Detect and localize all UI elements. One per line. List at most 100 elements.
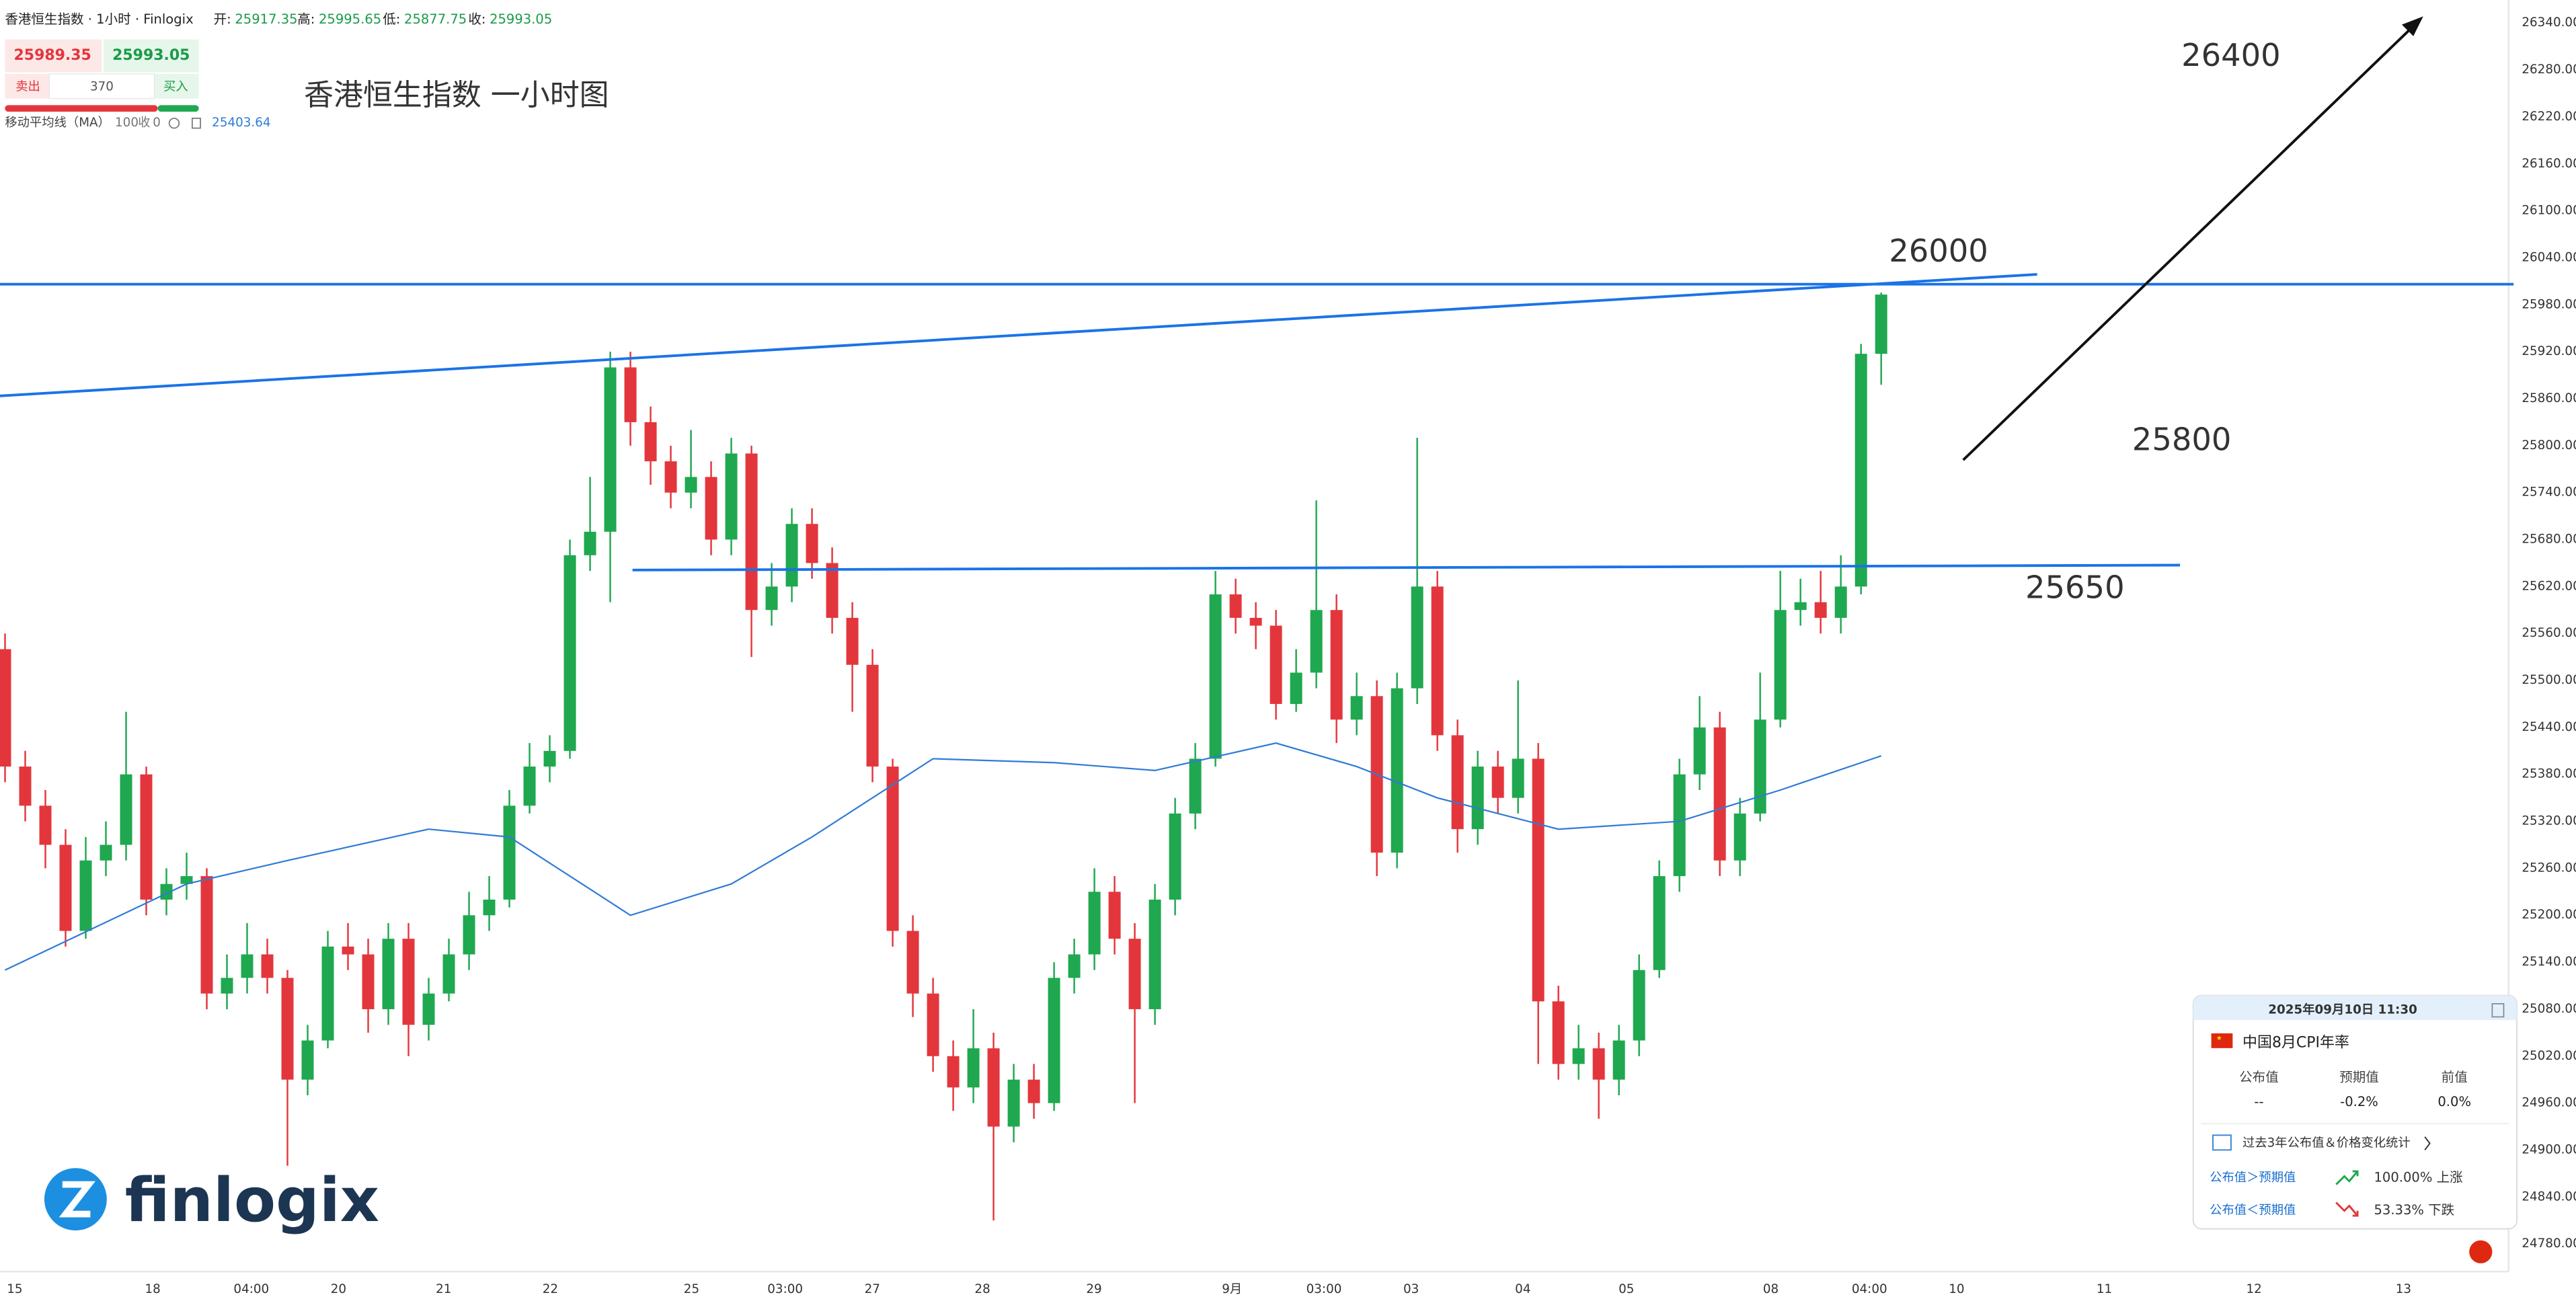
actual: -- [2254,1094,2263,1109]
candle-body [1774,610,1787,720]
buy-tag[interactable] [154,73,199,99]
candle-body [523,767,536,806]
sell-label: 卖出 [15,79,40,93]
y-tick-label: 26340.00 [2522,15,2576,30]
y-tick-label: 24840.00 [2522,1189,2576,1204]
y-tick-label: 25680.00 [2522,533,2576,547]
logo: finlogix [44,1165,379,1236]
candle-body [1169,813,1181,900]
candle-body [120,774,132,845]
candle-body [664,461,677,493]
x-tick-label: 27 [865,1282,880,1296]
candle-body [624,367,637,422]
candle-body [1673,774,1686,877]
candle-body [644,422,657,462]
candle-body [1794,602,1807,611]
candle-body [442,954,455,994]
candle-body [1875,294,1887,354]
chevron [2424,1136,2431,1150]
label: 低: [383,11,400,27]
candle-body [826,563,838,618]
result: 53.33% 下跌 [2374,1202,2454,1218]
candle-body [604,367,617,532]
candle-body [483,899,496,916]
sell-tag[interactable] [5,73,50,99]
column-header: 前值 [2442,1069,2468,1085]
candle-body [1270,625,1282,704]
y-tick-label: 25260.00 [2522,861,2576,875]
candle-body [1229,594,1242,618]
indicator-offset: 0 [153,116,161,130]
settings-icon[interactable] [168,118,180,129]
event-marker[interactable] [2469,1240,2493,1263]
candle-body [382,939,395,1009]
value: 25993.05 [490,11,552,27]
annotation: 26000 [1889,233,1988,269]
delete-icon[interactable] [192,118,201,129]
candle-body [947,1056,960,1088]
column-header: 预期值 [2339,1069,2379,1085]
x-tick-label: 20 [331,1282,346,1296]
candle-body [563,555,576,751]
x-tick-label: 03 [1403,1282,1419,1296]
candle-body [1814,602,1827,618]
candle-body [1290,672,1302,704]
candle-body [100,844,112,861]
support-line [632,563,2181,572]
symbol: 香港恒生指数 · 1小时 · Finlogix [5,11,193,27]
candle-body [1148,899,1161,1009]
indicator-name: 移动平均线（MA） [5,116,110,130]
value: 25917.35 [235,11,297,27]
candle-body [1048,978,1060,1103]
buy-button[interactable] [103,39,199,73]
sell-button[interactable] [5,39,102,73]
x-tick-label: 21 [436,1282,451,1296]
candle-body [362,954,375,1009]
candle-body [281,978,294,1080]
x-tick-label: 04:00 [233,1282,269,1296]
candle-body [584,531,596,555]
candle-body [927,993,939,1056]
card-header [2193,995,2518,1021]
x-tick-label: 03:00 [767,1282,803,1296]
candle-body [422,993,435,1025]
column-header: 公布值 [2239,1069,2279,1085]
condition: 公布值＜预期值 [2210,1204,2296,1218]
candle-body [1128,939,1141,1009]
candle-body [342,946,354,955]
candle-body [1209,594,1222,759]
candle-body [1491,767,1504,798]
event-card[interactable]: 2025年09月10日 11:30 ★ 中国8月CPI年率 公布值 预期值 前值… [2192,994,2518,1230]
candle-body [1411,586,1423,689]
candle-body [987,1048,1000,1127]
candle-body [261,954,274,978]
arrow-head [2402,16,2423,36]
y-tick-label: 26160.00 [2522,157,2576,171]
calendar-icon[interactable] [2491,1003,2505,1018]
logo-text: finlogix [125,1165,379,1236]
x-tick-label: 29 [1086,1282,1101,1296]
y-tick-label: 25500.00 [2522,673,2576,687]
y-tick-label: 25320.00 [2522,814,2576,828]
card-box [2192,994,2518,1230]
candle-body [1612,1040,1625,1080]
stats-link[interactable]: 过去3年公布值＆价格变化统计 [2242,1136,2411,1150]
forecast: -0.2% [2340,1094,2378,1109]
x-tick-label: 03:00 [1306,1282,1342,1296]
indicator-period: 100 [115,116,139,130]
y-tick-label: 25920.00 [2522,344,2576,358]
candle-body [140,774,153,900]
indicator-source: 收 [138,116,150,130]
x-tick-label: 12 [2246,1282,2261,1296]
value: 25995.65 [319,11,381,27]
y-tick-label: 25080.00 [2522,1002,2576,1016]
y-tick-label: 25440.00 [2522,720,2576,734]
candle-body [1007,1079,1020,1127]
candle-body [1088,892,1101,955]
candle-body [1512,758,1524,798]
candle-body [200,876,213,994]
x-tick-label: 04:00 [1852,1282,1887,1296]
label: 收: [468,11,485,27]
indicator-legend: 移动平均线（MA） 100 收 0 25403.64 [5,116,270,130]
